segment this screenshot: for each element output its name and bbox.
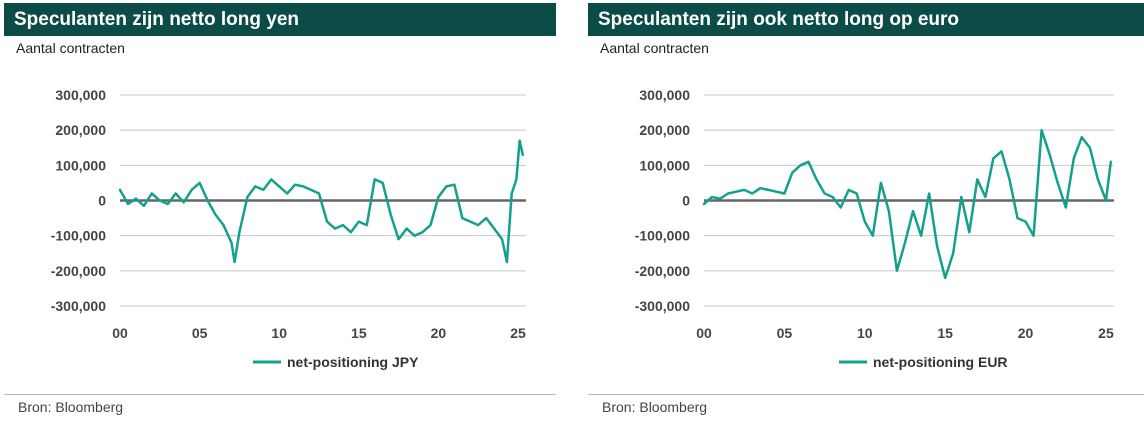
y-tick-label: -100,000 <box>635 228 690 244</box>
chart-source: Bron: Bloomberg <box>602 399 708 415</box>
chart-title: Speculanten zijn ook netto long op euro <box>588 3 1144 36</box>
x-tick-label: 10 <box>271 325 287 341</box>
x-tick-label: 25 <box>510 325 526 341</box>
source-divider <box>4 394 556 395</box>
x-tick-label: 15 <box>937 325 953 341</box>
x-tick-label: 20 <box>1018 325 1034 341</box>
y-tick-label: -100,000 <box>51 228 106 244</box>
chart-title: Speculanten zijn netto long yen <box>4 3 556 36</box>
x-tick-label: 05 <box>777 325 793 341</box>
y-tick-label: -200,000 <box>635 263 690 279</box>
x-tick-label: 20 <box>431 325 447 341</box>
chart-panel-eur: Speculanten zijn ook netto long op euro … <box>588 0 1144 422</box>
x-tick-label: 05 <box>192 325 208 341</box>
chart-panel-jpy: Speculanten zijn netto long yen Aantal c… <box>4 0 556 422</box>
chart-subtitle: Aantal contracten <box>600 40 709 56</box>
y-tick-label: 0 <box>682 193 690 209</box>
y-tick-label: -200,000 <box>51 263 106 279</box>
chart-source: Bron: Bloomberg <box>18 399 124 415</box>
chart-subtitle: Aantal contracten <box>16 40 125 56</box>
x-tick-label: 25 <box>1098 325 1114 341</box>
y-tick-label: 200,000 <box>55 122 106 138</box>
y-tick-label: -300,000 <box>635 298 690 314</box>
legend-label: net-positioning EUR <box>873 354 1008 370</box>
series-line <box>118 139 525 264</box>
y-tick-label: 200,000 <box>639 122 690 138</box>
x-tick-label: 15 <box>351 325 367 341</box>
y-tick-label: 300,000 <box>639 87 690 103</box>
legend-label: net-positioning JPY <box>287 354 419 370</box>
x-tick-label: 00 <box>696 325 712 341</box>
source-divider <box>588 394 1144 395</box>
y-tick-label: -300,000 <box>51 298 106 314</box>
x-tick-label: 10 <box>857 325 873 341</box>
x-tick-label: 00 <box>112 325 128 341</box>
y-tick-label: 300,000 <box>55 87 106 103</box>
y-tick-label: 100,000 <box>55 157 106 173</box>
y-tick-label: 0 <box>98 193 106 209</box>
line-chart-eur: 300,000 200,000 100,000 0 -100,000 -200,000 -3… <box>635 87 1114 370</box>
y-tick-label: 100,000 <box>639 157 690 173</box>
series-line <box>702 128 1113 280</box>
line-chart-jpy: 300,000 200,000 100,000 0 -100,000 -200,000 -3… <box>51 87 526 370</box>
